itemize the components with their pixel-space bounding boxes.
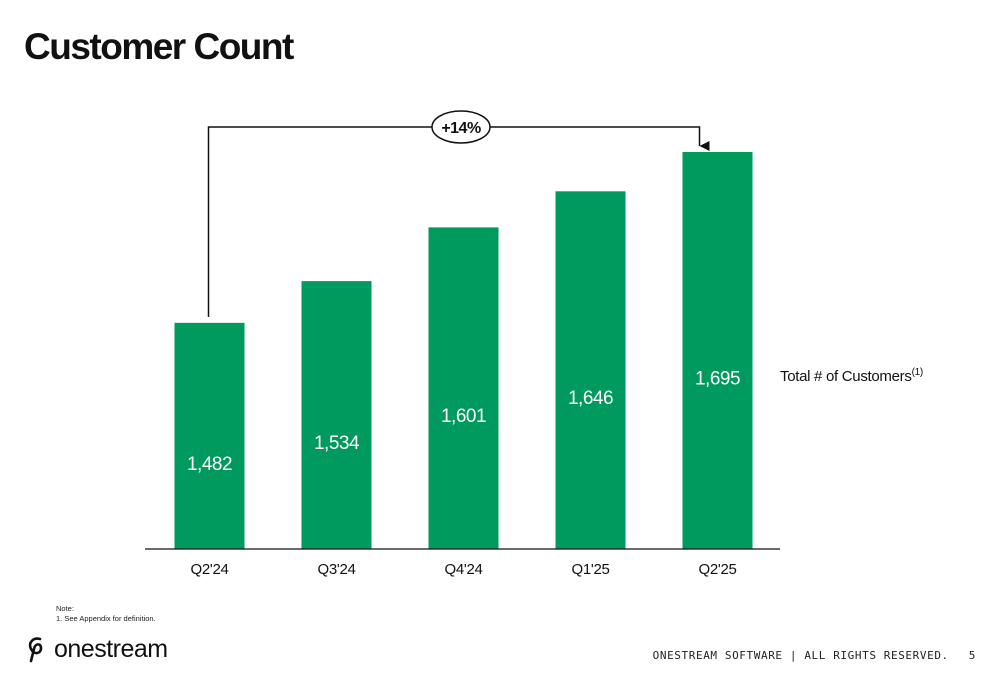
footer-copyright: ONESTREAM SOFTWARE | ALL RIGHTS RESERVED… [652,649,949,662]
growth-annotation-group: +14% [207,110,710,317]
page-number: 5 [968,649,976,662]
data-label: 1,534 [314,433,360,454]
note-heading: Note: [56,604,74,613]
x-tick-label: Q3'24 [317,561,355,578]
bar-chart: 1,482 1,534 1,601 1,646 1,695 Q2'24 Q3'24 Q4'2… [145,110,780,578]
logo-text: onestream [54,634,168,663]
bar-Q1'25 [555,191,626,549]
onestream-logo: onestream [24,634,168,664]
series-label: Total # of Customers(1) [780,367,923,385]
bar-Q3'24 [301,281,372,549]
footnote: Note: 1. See Appendix for definition. [56,604,156,624]
data-label: 1,482 [187,454,232,475]
x-tick-label: Q2'24 [190,561,228,578]
bars-group: 1,482 1,534 1,601 1,646 1,695 [174,152,753,549]
series-footnote-marker: (1) [911,367,924,378]
onestream-swirl-icon [28,637,43,663]
bar-Q2'25 [682,152,753,549]
growth-annotation-text: +14% [441,120,481,137]
page-title: Customer Count [24,26,294,67]
x-tick-label: Q1'25 [571,561,609,578]
x-tick-label: Q2'25 [698,561,736,578]
bar-Q4'24 [428,227,499,549]
data-label: 1,601 [441,406,486,427]
growth-badge [431,110,491,144]
tick-labels-group: Q2'24 Q3'24 Q4'24 Q1'25 Q2'25 [190,561,736,578]
bar-Q2'24 [174,322,245,549]
note-item: 1. See Appendix for definition. [56,614,156,623]
x-tick-label: Q4'24 [444,561,482,578]
footer: ONESTREAM SOFTWARE | ALL RIGHTS RESERVED… [653,649,976,662]
series-label-text: Total # of Customers [780,368,912,385]
data-label: 1,646 [568,388,613,409]
data-label: 1,695 [695,369,740,390]
